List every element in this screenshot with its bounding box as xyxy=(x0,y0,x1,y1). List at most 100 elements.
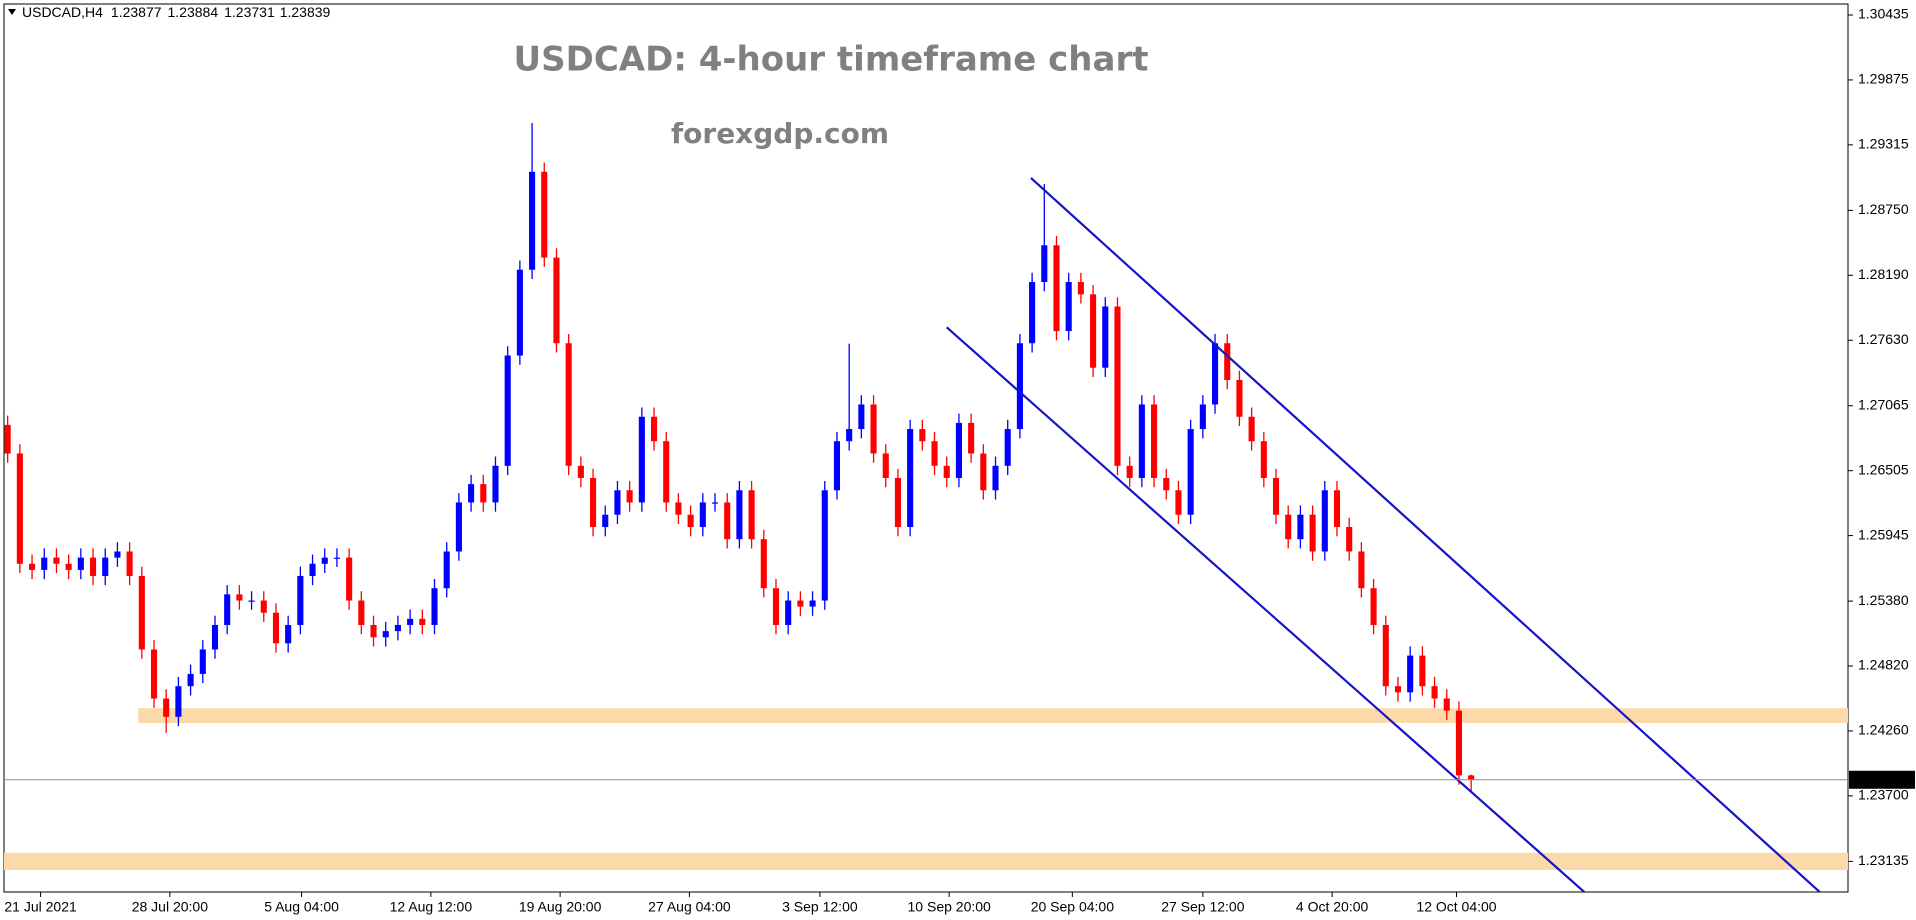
candle-body xyxy=(626,490,633,503)
candle-body xyxy=(1151,404,1158,478)
candle-body xyxy=(760,539,767,589)
candle-body xyxy=(1248,416,1255,442)
candle-body xyxy=(1077,282,1084,295)
last-price-label: 1.23839 xyxy=(1858,770,1909,786)
chart-subtitle: forexgdp.com xyxy=(671,117,889,150)
candle-body xyxy=(1394,686,1402,693)
candle-body xyxy=(1175,490,1182,515)
candle-body xyxy=(797,600,804,607)
candle-body xyxy=(809,600,816,607)
high: 1.23884 xyxy=(168,4,219,20)
candle-body xyxy=(577,465,584,478)
candle-body xyxy=(590,477,597,528)
candle-body xyxy=(1090,294,1097,368)
x-tick-label: 12 Aug 12:00 xyxy=(390,899,473,915)
candle-body xyxy=(1419,655,1426,687)
candle-body xyxy=(1102,306,1109,368)
candle-body xyxy=(333,557,340,559)
candle-body xyxy=(53,557,60,564)
candle-body xyxy=(41,557,48,570)
candle-body xyxy=(1138,404,1145,478)
overlay xyxy=(4,177,1848,892)
candle-body xyxy=(711,502,719,504)
candle-body xyxy=(1370,588,1377,625)
last-price-box xyxy=(1849,770,1915,789)
channel-line xyxy=(946,326,1586,892)
candle-body xyxy=(663,441,670,503)
candle-body xyxy=(407,618,414,625)
candle-body xyxy=(370,624,377,638)
candle-body xyxy=(394,624,401,632)
candle-body xyxy=(65,563,72,570)
candle-body xyxy=(1382,624,1389,687)
candle-body xyxy=(602,514,609,528)
candle-body xyxy=(529,171,536,270)
plot-frame xyxy=(3,3,1849,893)
candle-body xyxy=(1199,404,1206,430)
candle-body xyxy=(4,424,11,454)
x-tick-label: 4 Oct 20:00 xyxy=(1296,899,1369,915)
candle-body xyxy=(89,557,97,576)
candle-body xyxy=(346,557,353,601)
x-tick-label: 3 Sep 12:00 xyxy=(782,899,858,915)
menu-triangle xyxy=(8,9,16,15)
candle-body xyxy=(858,404,865,430)
candle-body xyxy=(1053,245,1060,332)
candle-body xyxy=(150,649,158,699)
candle-body xyxy=(1358,551,1365,589)
candle-body xyxy=(175,686,182,717)
zones xyxy=(4,708,1848,870)
candle-body xyxy=(187,673,194,687)
candle-body xyxy=(870,404,877,454)
candle-body xyxy=(748,490,755,540)
x-tick-label: 21 Jul 2021 xyxy=(4,899,77,915)
candle-body xyxy=(1163,477,1170,491)
candle-body xyxy=(736,490,743,540)
y-tick-label: 1.30435 xyxy=(1858,6,1909,22)
candle-body xyxy=(882,453,889,478)
y-tick-label: 1.25945 xyxy=(1858,526,1909,542)
candle-body xyxy=(772,588,780,625)
candle-body xyxy=(1443,698,1450,711)
candle-body xyxy=(1236,380,1243,417)
candle-body xyxy=(29,563,36,570)
candle-body xyxy=(931,441,938,466)
candle-body xyxy=(943,465,950,478)
candle-body xyxy=(1016,343,1023,430)
candle-body xyxy=(102,557,109,576)
candle-body xyxy=(126,551,133,576)
candle-body xyxy=(297,575,304,625)
candle-body xyxy=(272,612,280,644)
candle-body xyxy=(1065,282,1072,332)
candle-body xyxy=(1455,710,1463,776)
y-tick-label: 1.23135 xyxy=(1858,852,1909,868)
candle-body xyxy=(358,600,365,625)
support-zone xyxy=(138,708,1848,723)
low: 1.23731 xyxy=(224,4,275,20)
candle-body xyxy=(285,624,292,644)
candle-body xyxy=(163,698,170,717)
chart-header: USDCAD,H4 1.23877 1.23884 1.23731 1.23839 xyxy=(22,4,331,20)
candle-body xyxy=(431,588,438,625)
candle-body xyxy=(211,624,219,650)
candle-body xyxy=(1004,429,1011,466)
candle-body xyxy=(16,453,23,564)
y-tick-label: 1.24820 xyxy=(1858,657,1909,673)
candle-body xyxy=(675,502,682,515)
channel-line xyxy=(1030,177,1822,892)
candle-body xyxy=(443,551,450,589)
candle-body xyxy=(468,484,475,503)
candle-body xyxy=(199,649,206,674)
candle-body xyxy=(382,631,389,638)
candle-body xyxy=(992,465,999,491)
symbol: USDCAD,H4 xyxy=(22,4,103,20)
candle-body xyxy=(894,477,901,528)
y-tick-label: 1.28190 xyxy=(1858,266,1909,282)
candle-body xyxy=(236,594,243,601)
candle-body xyxy=(955,422,962,478)
candle-body xyxy=(504,355,511,466)
candle-body xyxy=(1211,343,1219,405)
candle-body xyxy=(1224,343,1231,380)
